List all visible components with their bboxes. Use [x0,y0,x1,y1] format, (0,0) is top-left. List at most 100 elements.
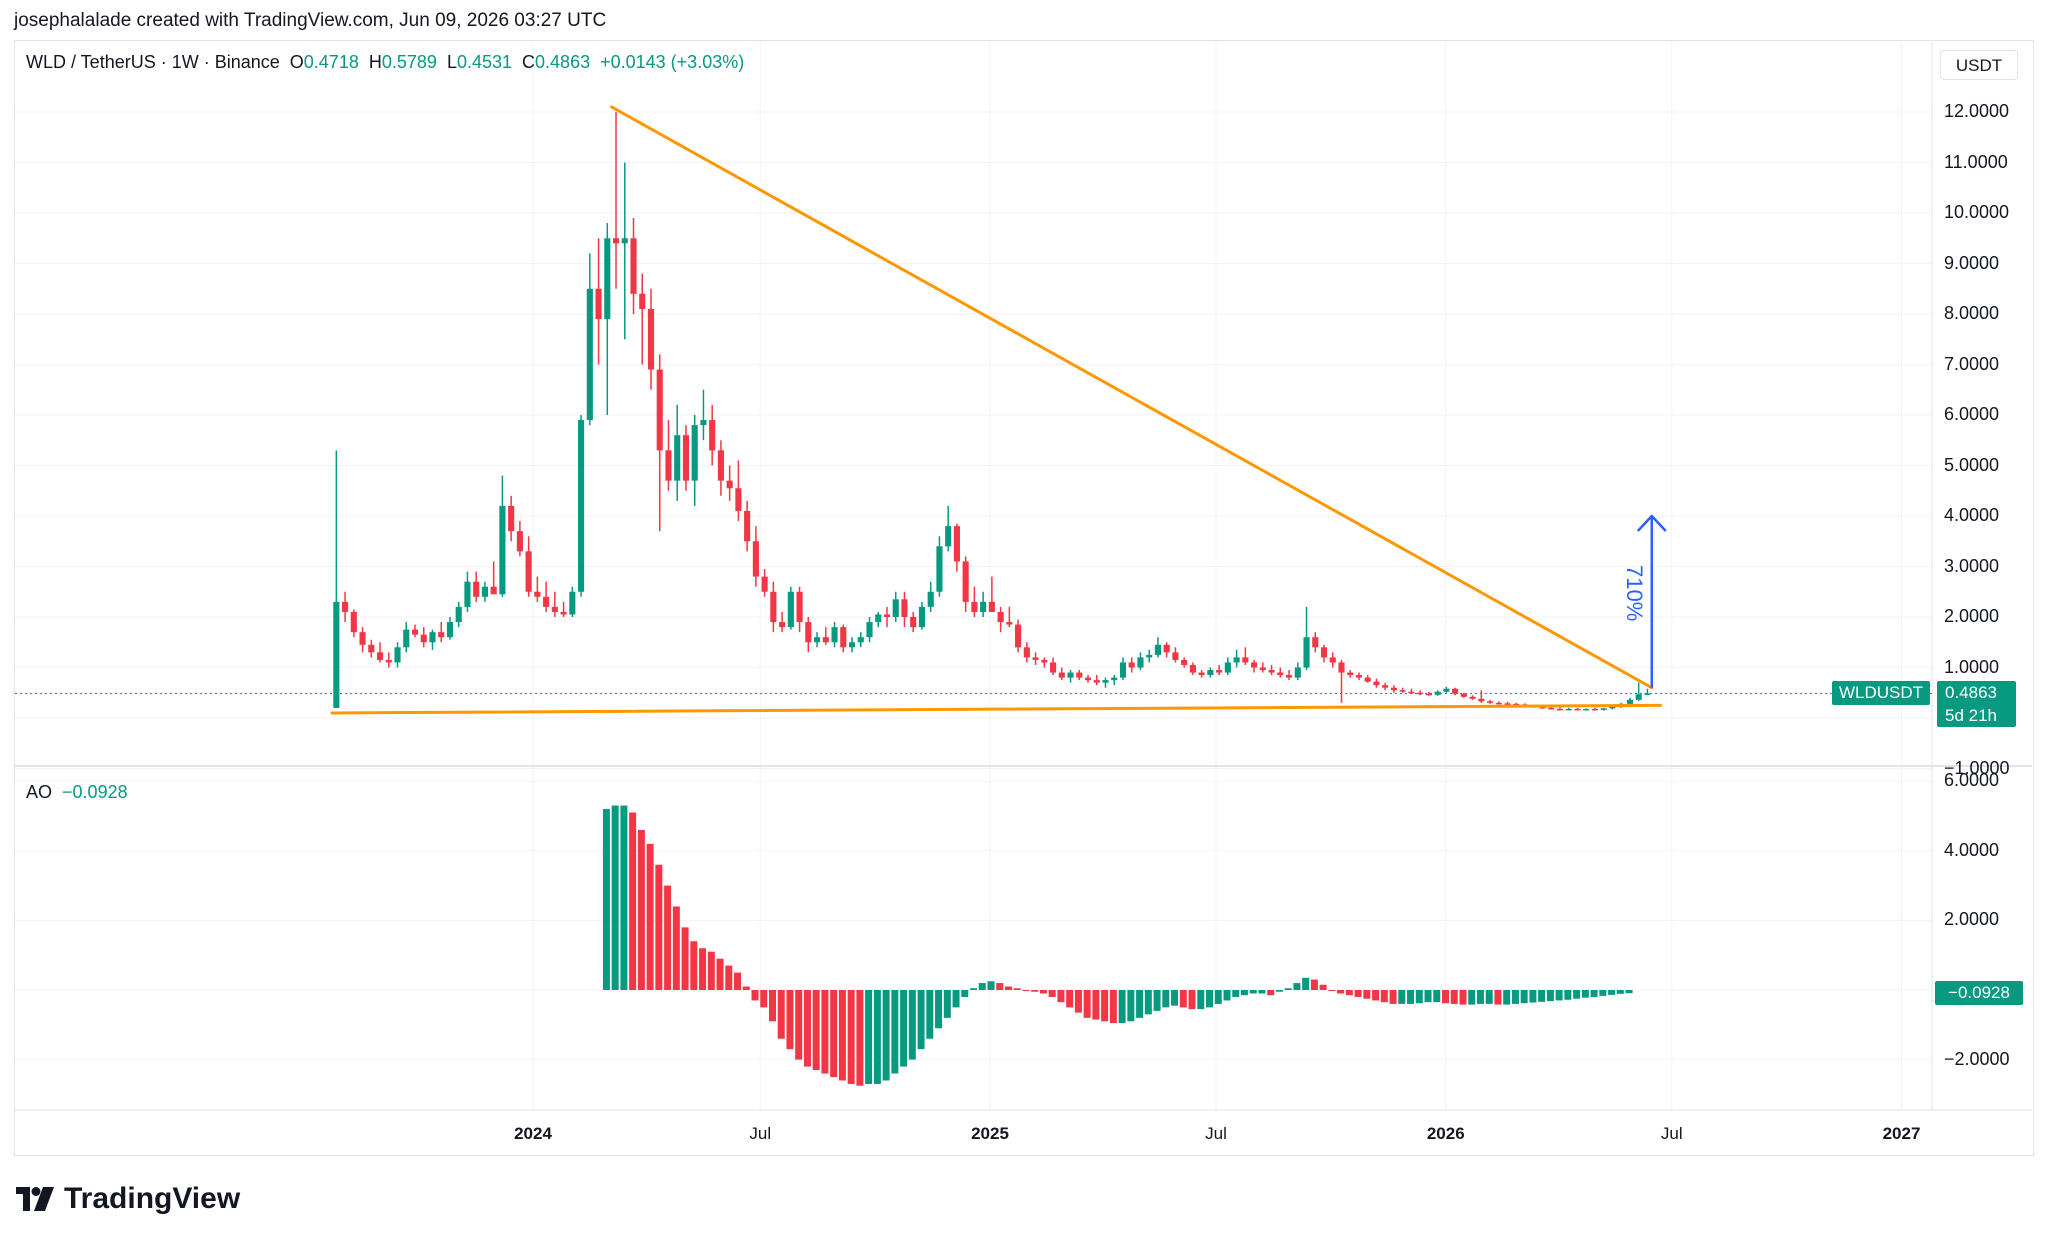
candle-body [1609,706,1616,709]
ao-bar [1048,990,1056,997]
candle-body [1294,667,1301,678]
ao-bar [690,941,698,990]
ao-bar [1573,990,1581,999]
candle-body [1574,708,1581,711]
ao-bar [1109,990,1117,1024]
ao-bar [1372,990,1380,1001]
chart-credit: josephalalade created with TradingView.c… [14,10,607,31]
price-tick-label: 4.0000 [1944,505,2000,525]
ao-bar [1031,990,1039,992]
percent-arrow-head [1636,514,1667,532]
ao-bar [716,958,724,990]
open-label: O [289,52,304,72]
ao-bar [1442,990,1449,1004]
candle-body [1320,647,1328,658]
candle-body [779,622,786,628]
candle-body [1626,699,1633,704]
high-label: H [368,52,382,72]
ao-bar [1380,990,1388,1003]
close-label: C [522,52,536,72]
ao-bar [611,805,619,990]
ao-bar [1004,986,1012,990]
ao-value: −0.0928 [62,782,128,802]
candle-body [1058,672,1065,678]
currency-unit-button[interactable]: USDT [1940,50,2018,80]
ao-bar [1284,988,1292,990]
ao-bar [681,927,689,990]
candle-body [1504,703,1511,705]
candle-body [508,505,515,532]
candle-body [621,238,628,244]
candle-body [883,614,891,617]
candle-body [630,238,637,294]
ao-bar [873,990,881,1084]
candle-body [1154,644,1162,655]
candle-body [612,238,620,244]
ao-bar [1389,990,1397,1004]
candle-body [910,617,917,628]
ao-bar [952,990,960,1008]
percent-annotation[interactable]: 710% [1622,565,1647,622]
candle-body [578,420,585,592]
candle-body [717,450,724,481]
candle-body [1338,662,1345,673]
time-tick-label: Jul [1205,1124,1227,1143]
candle-body [455,606,462,623]
candle-body [796,591,803,623]
candle-body [481,586,488,597]
ao-bar [1310,979,1318,990]
ao-bar [1101,990,1109,1022]
ao-bar [1232,990,1240,997]
ao-bar [795,990,803,1060]
candle-body [1495,702,1502,705]
ao-bar [751,990,759,1001]
ao-bar [1118,990,1126,1024]
candle-body [752,541,759,577]
candle-body [1635,694,1642,700]
ao-bar [926,990,934,1039]
candle-body [1434,691,1441,695]
time-tick-label: 2024 [514,1124,552,1143]
candle-body [1443,688,1450,692]
candle-body [1233,657,1240,663]
ao-bar [1240,990,1248,996]
ao-bar [1546,990,1554,1002]
candle-body [1032,657,1039,660]
ao-bar [1424,990,1432,1003]
candle-body [1093,680,1100,683]
ao-bar [1468,990,1476,1005]
candle-body [551,606,558,612]
candle-body [1408,691,1415,694]
ao-bar [1581,990,1589,998]
candle-body [665,450,672,481]
symbol-title[interactable]: WLD / TetherUS · 1W · Binance [26,52,280,72]
candle-body [586,288,593,421]
candle-body [1242,657,1249,663]
ao-bar [760,990,768,1008]
ao-bar [1337,990,1345,994]
ao-bar [1039,990,1047,994]
candle-body [543,596,550,607]
ao-bar [1144,990,1152,1015]
ao-bar [1223,990,1231,1001]
ao-tick-label: 6.0000 [1944,770,2000,791]
ao-bar [1267,990,1275,996]
ao-bar [1179,990,1187,1008]
ao-tick-label: −2.0000 [1944,1048,2010,1069]
price-tick-label: 6.0000 [1944,404,2000,424]
candle-body [333,601,340,708]
tradingview-logo[interactable]: TradingView [16,1182,240,1216]
time-tick-label: Jul [1660,1124,1683,1143]
ao-label[interactable]: AO [26,782,53,802]
candle-body [840,627,847,648]
candle-body [744,510,751,542]
chart-frame [14,40,2034,1156]
ohlc-legend: WLD / TetherUS · 1W · Binance O0.4718 H0… [26,52,744,73]
candle-body [560,611,567,615]
candle-body [831,627,838,643]
ao-bar [1188,990,1196,1010]
ao-bar [856,990,864,1086]
candle-body [997,611,1004,623]
candle-body [438,632,445,638]
